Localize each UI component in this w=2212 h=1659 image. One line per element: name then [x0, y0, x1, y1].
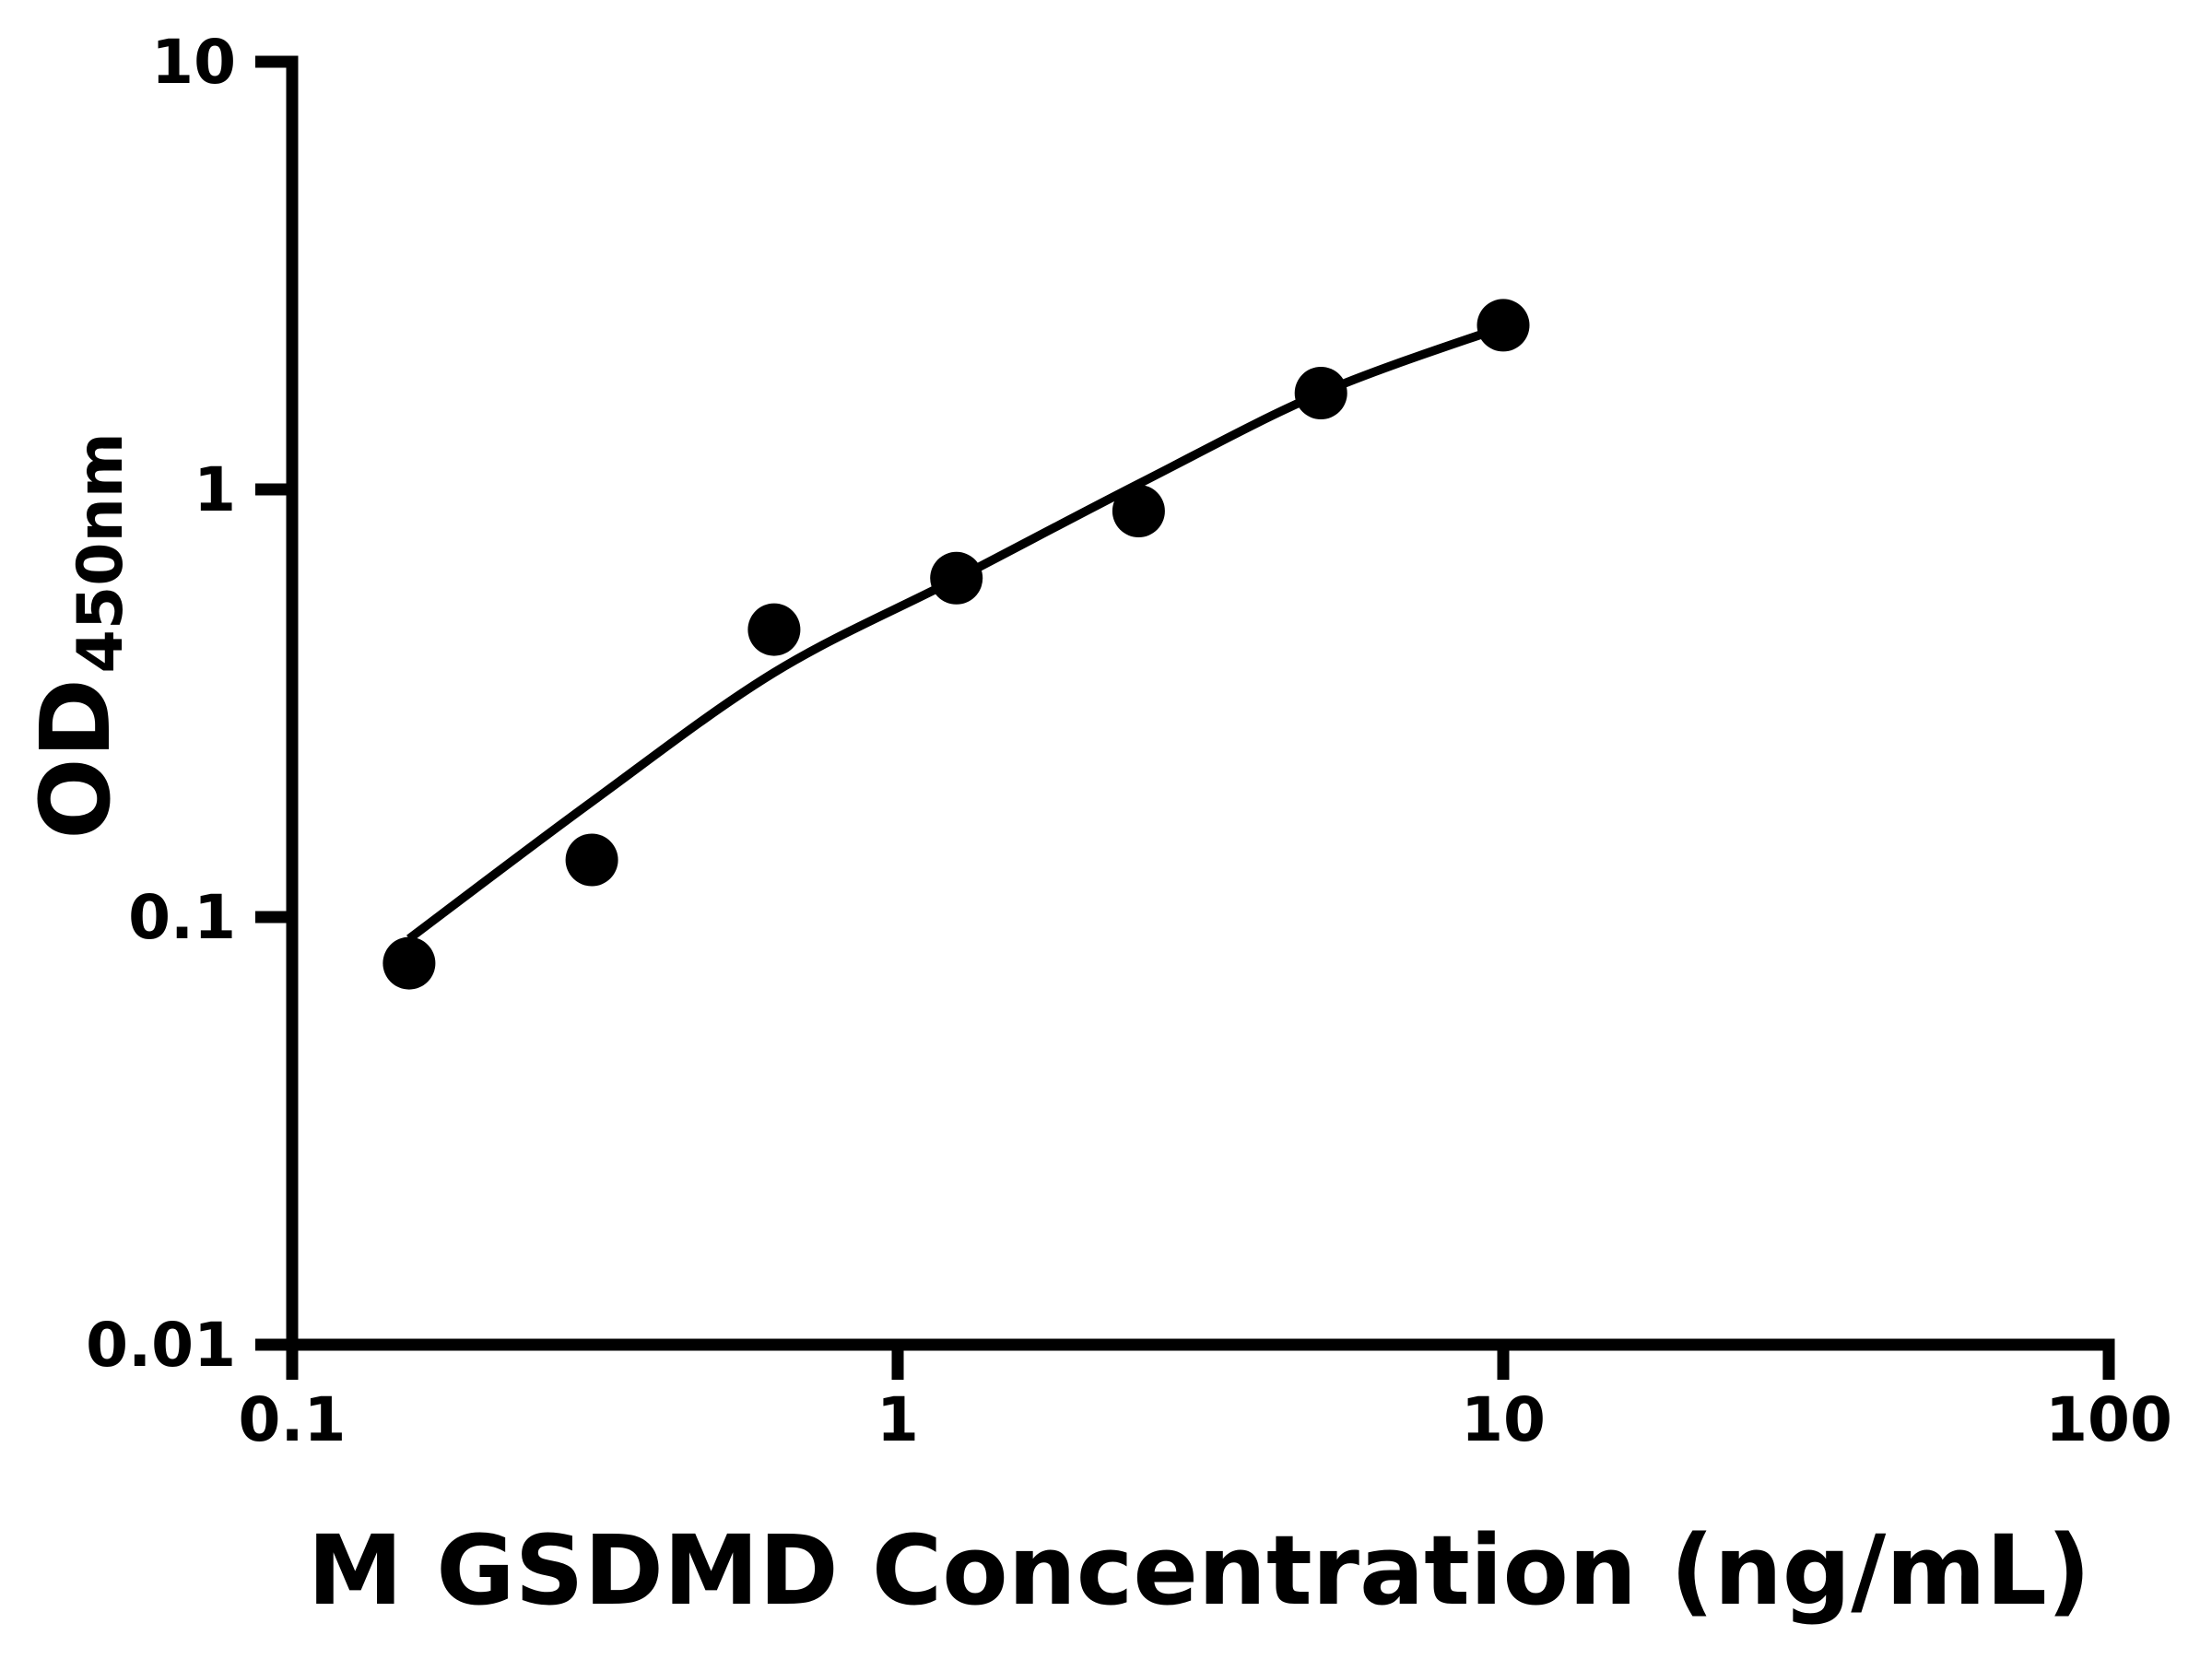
- y-tick-label: 10: [151, 27, 236, 98]
- data-point: [1477, 299, 1530, 352]
- y-tick-label: 0.01: [86, 1310, 236, 1381]
- data-point: [382, 936, 436, 990]
- axis-ticks: [255, 55, 2115, 1380]
- y-axis-title: OD 450nm: [19, 432, 137, 840]
- y-tick-label: 0.1: [128, 882, 236, 953]
- x-axis-title: M GSDMD Concentration (ng/mL): [308, 1514, 2091, 1627]
- data-point: [747, 603, 801, 656]
- data-point: [930, 551, 983, 605]
- data-point: [565, 833, 618, 887]
- data-points: [382, 299, 1530, 990]
- x-tick-label: 100: [2045, 1384, 2172, 1455]
- x-tick-label: 1: [877, 1384, 919, 1455]
- x-tick-label: 0.1: [239, 1384, 347, 1455]
- y-axis-title-main: OD: [19, 678, 132, 840]
- x-tick-label: 10: [1461, 1384, 1546, 1455]
- y-tick-label: 1: [194, 454, 236, 525]
- axes: [255, 55, 2115, 1380]
- y-axis-title-subscript: 450nm: [65, 432, 137, 673]
- data-point: [1294, 367, 1347, 419]
- data-point: [1112, 485, 1165, 537]
